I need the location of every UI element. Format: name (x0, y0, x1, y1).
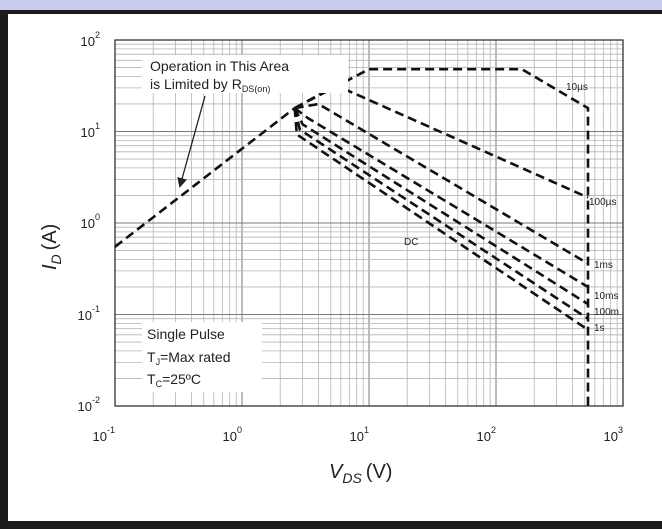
y-tick-label: 102 (81, 30, 100, 49)
x-tick-label: 103 (604, 425, 623, 444)
header-band (0, 0, 662, 14)
rds-annotation-line2: is Limited by RDS(on) (150, 76, 270, 94)
y-axis-title: ID(A) (39, 224, 64, 270)
pulse-label-1ms: 1ms (594, 260, 613, 271)
y-tick-label: 100 (81, 212, 100, 231)
series-line-100m (293, 107, 589, 306)
y-tick-labels: 10-2 10-1 100 101 102 (78, 30, 100, 414)
pulse-label-100us: 100µs (589, 197, 616, 208)
series-line-dc (293, 107, 589, 331)
x-tick-labels: 10-1 100 101 102 103 (93, 425, 623, 444)
pulse-label-10us: 10µs (566, 82, 588, 93)
conditions-line2: TJ=Max rated (147, 349, 231, 367)
rds-annotation-arrow (177, 95, 206, 188)
x-tick-label: 101 (350, 425, 369, 444)
series-lines (114, 67, 590, 406)
series-line-10ms (293, 107, 589, 289)
conditions-annotation-bg (142, 322, 262, 392)
pulse-label-100ms: 100m (594, 307, 619, 318)
series-line-10s (294, 67, 590, 406)
x-axis-title: VDS (V) (329, 461, 392, 486)
series-line-1ms (294, 102, 589, 265)
bottom-border (0, 521, 662, 529)
x-tick-label: 10-1 (93, 425, 115, 444)
series-line-100s (294, 84, 589, 199)
rds-limit-line (114, 107, 296, 248)
conditions-line1: Single Pulse (147, 326, 225, 342)
pulse-label-1s: 1s (594, 323, 605, 334)
pulse-label-10ms: 10ms (594, 291, 618, 302)
x-tick-label: 100 (223, 425, 242, 444)
pulse-label-dc: DC (404, 237, 418, 248)
y-tick-label: 101 (81, 121, 100, 140)
y-tick-label: 10-2 (78, 395, 100, 414)
x-tick-label: 102 (477, 425, 496, 444)
y-tick-label: 10-1 (78, 304, 100, 323)
rds-annotation-line1: Operation in This Area (150, 58, 289, 74)
left-border (0, 14, 8, 529)
plot-frame (114, 39, 624, 407)
conditions-line3: TC=25ºC (147, 371, 201, 389)
rds-annotation-bg (142, 55, 348, 93)
